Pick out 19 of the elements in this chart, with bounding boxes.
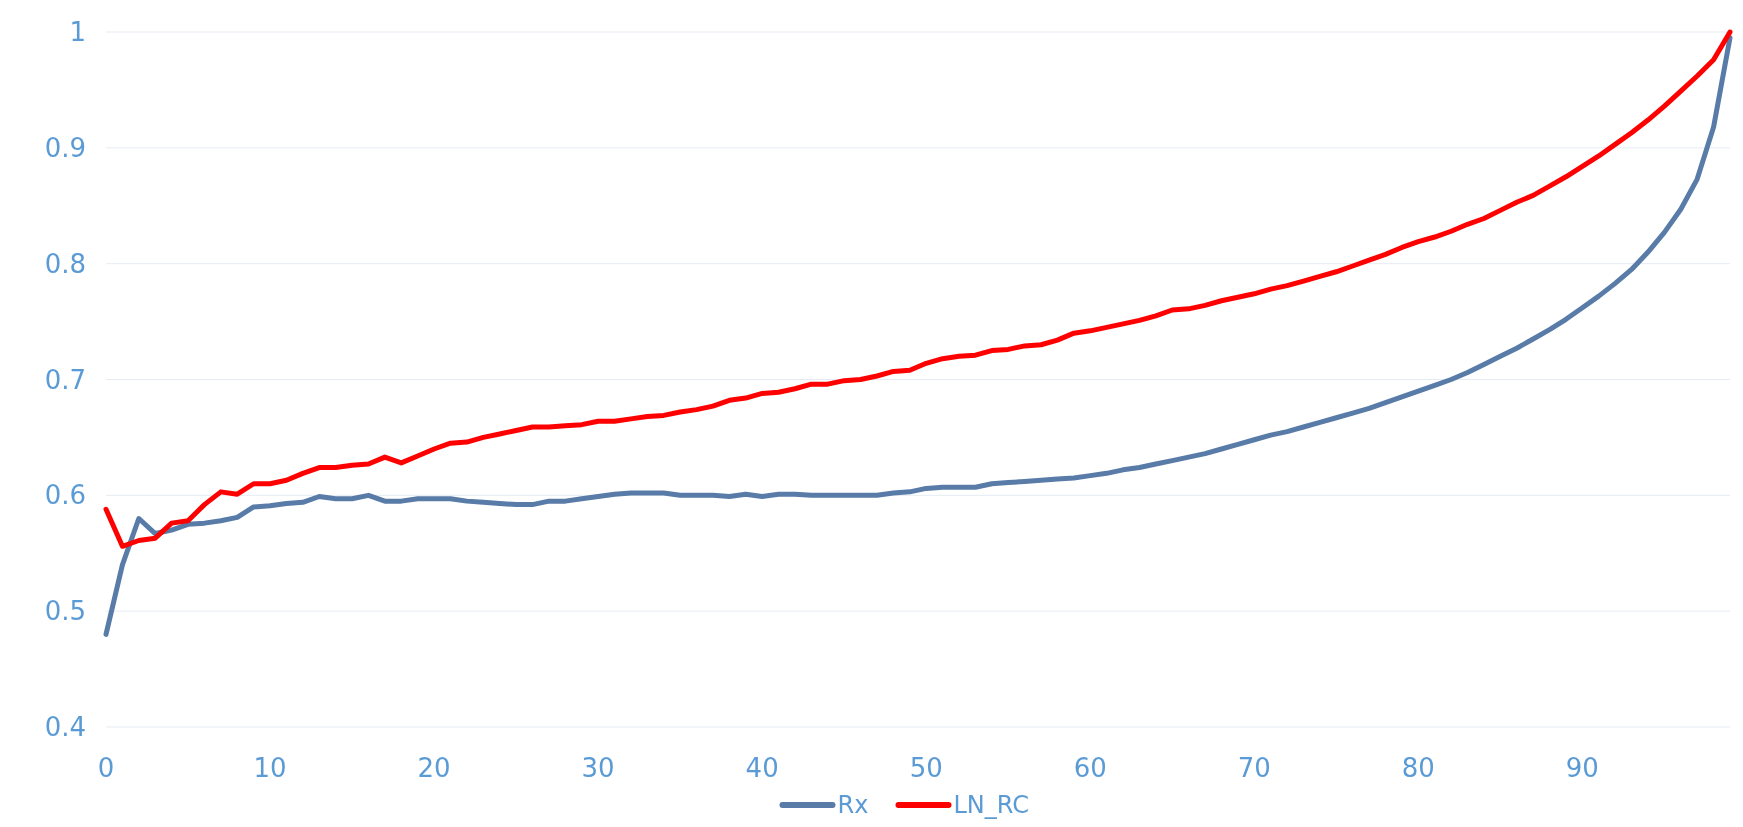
y-tick-label: 0.7 [44,364,86,395]
x-tick-label: 0 [97,753,115,783]
x-tick-label: 60 [1073,753,1107,783]
x-tick-label: 10 [253,753,287,783]
x-tick-label: 80 [1401,753,1435,783]
x-tick-label: 40 [745,753,779,783]
x-tick-label: 30 [581,753,615,783]
x-tick-label: 20 [417,753,451,783]
y-tick-label: 0.5 [44,596,86,627]
x-tick-label: 90 [1565,753,1599,783]
y-tick-label: 0.8 [44,248,86,279]
y-tick-label: 0.9 [44,132,86,163]
y-tick-label: 1 [69,17,86,48]
x-tick-label: 70 [1237,753,1271,783]
legend-label: Rx [837,791,869,819]
y-tick-label: 0.4 [44,712,86,743]
x-tick-label: 50 [909,753,943,783]
y-tick-label: 0.6 [44,480,86,511]
legend-label: LN_RC [953,791,1030,819]
